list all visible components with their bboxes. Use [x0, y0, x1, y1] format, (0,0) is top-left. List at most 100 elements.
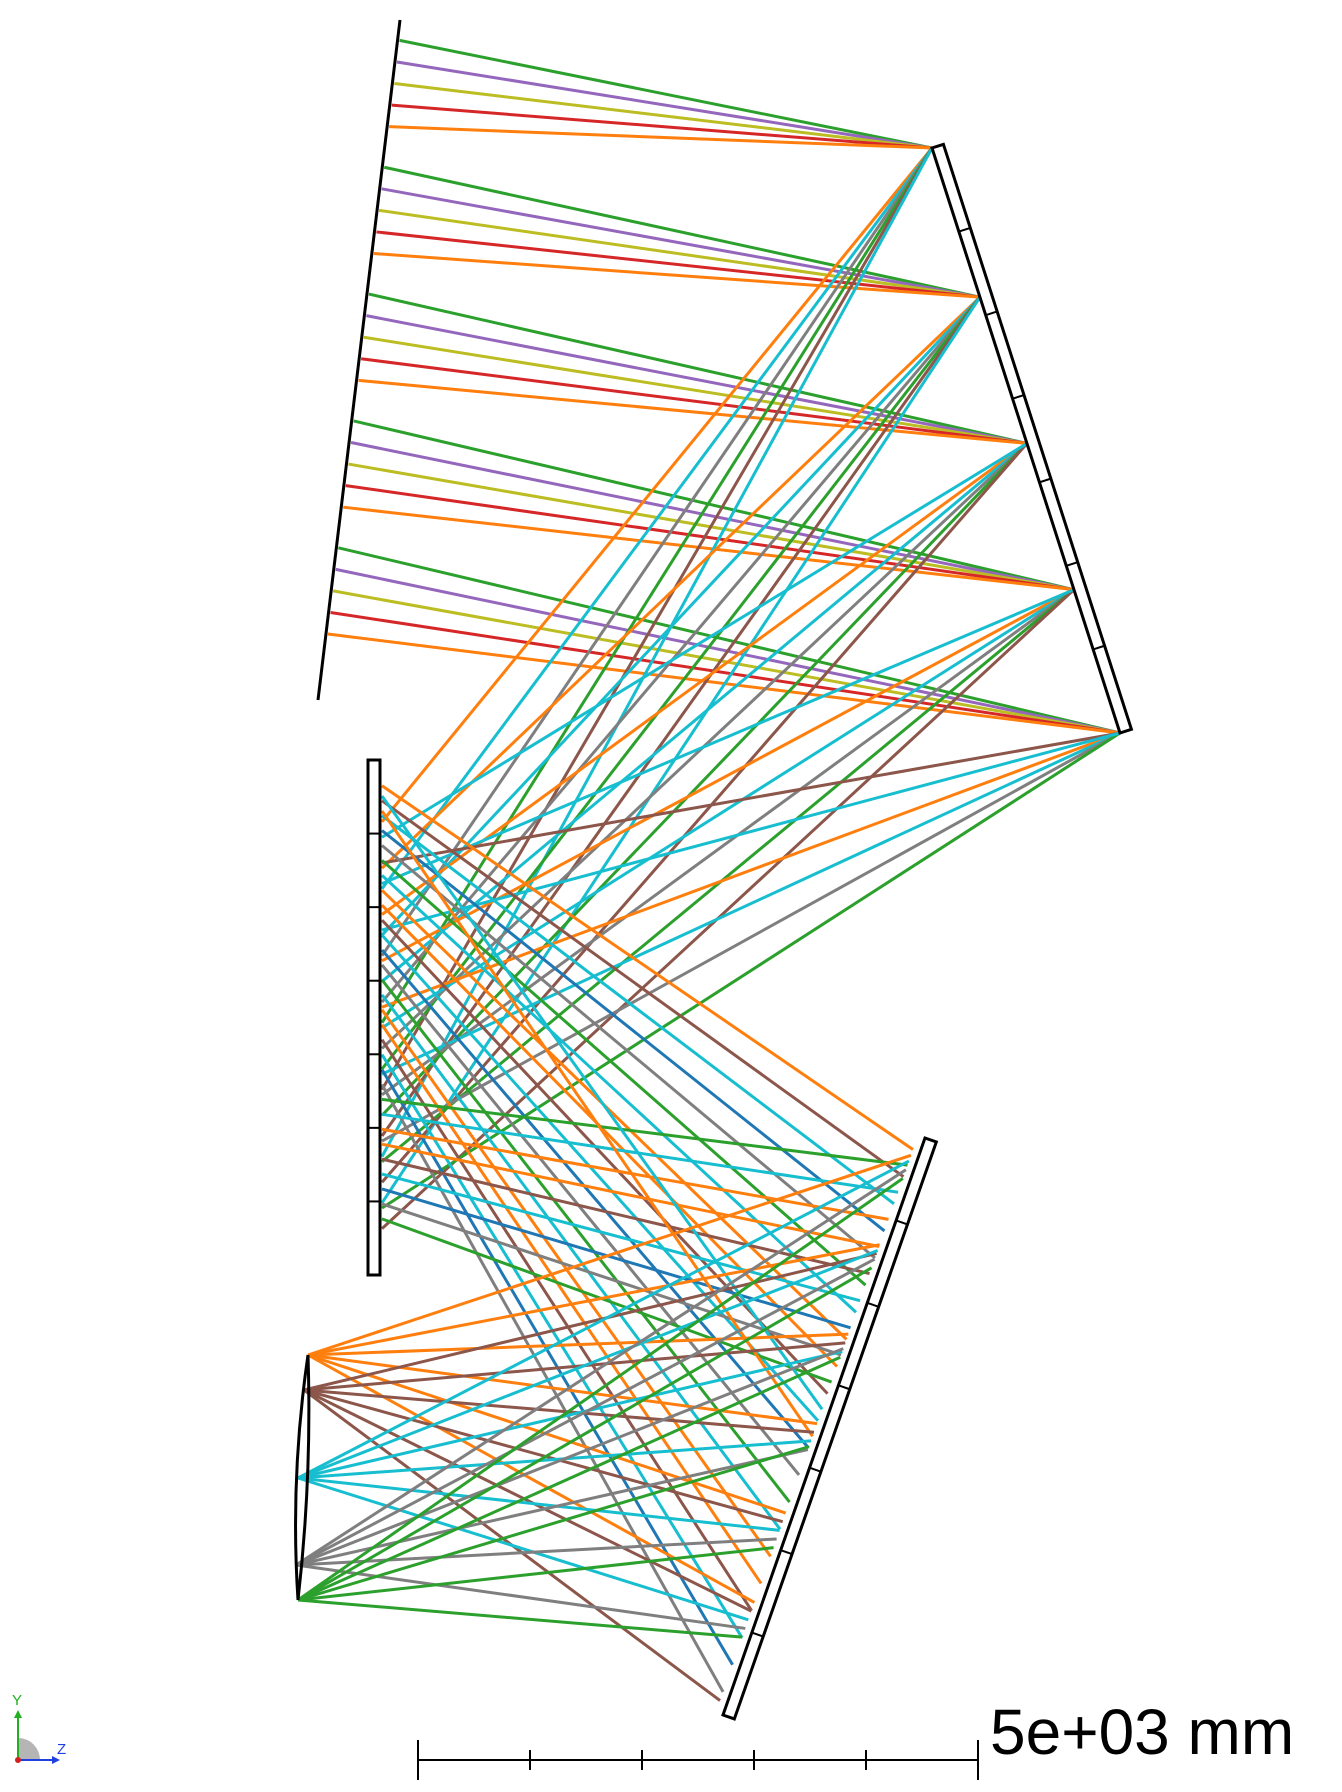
ray [297, 1476, 749, 1622]
ray [380, 296, 981, 870]
tertiary-mirror-segment [838, 1384, 851, 1391]
ray [380, 147, 934, 1091]
tertiary-mirror-segment [866, 1301, 879, 1308]
ray [381, 859, 867, 1287]
ray [381, 442, 1028, 983]
ray [381, 731, 1121, 865]
ray [381, 814, 895, 1205]
ray [381, 187, 981, 299]
fold-mirror-segment [958, 226, 971, 233]
ray [381, 1187, 851, 1330]
ray [353, 419, 1075, 592]
scale-bar [417, 1740, 979, 1780]
ray [381, 1157, 870, 1276]
ray [297, 1159, 910, 1480]
ray [380, 147, 934, 823]
ray [380, 1008, 772, 1558]
ray [380, 874, 858, 1314]
ray [381, 829, 886, 1233]
ray [381, 784, 914, 1151]
ray [381, 731, 1121, 1076]
ray [350, 441, 1075, 592]
ray [381, 731, 1121, 1009]
ray [330, 610, 1121, 735]
ray [381, 731, 1121, 1210]
tertiary-mirror-segment [895, 1219, 908, 1226]
ray [380, 1038, 753, 1612]
ray [338, 546, 1121, 735]
ray [380, 296, 982, 1004]
ray [380, 442, 1029, 1184]
ray [381, 1142, 880, 1248]
ray [297, 1546, 774, 1602]
ray [343, 505, 1075, 592]
ray [380, 296, 982, 1070]
axis-y-label: Y [12, 1692, 23, 1709]
ray [380, 296, 982, 1137]
ray [396, 60, 933, 150]
ray [383, 165, 981, 299]
ray [366, 314, 1028, 445]
fold-mirror-segment [1092, 644, 1105, 651]
ray [303, 1388, 784, 1524]
optical-surfaces [294, 19, 1134, 1721]
ray [295, 1448, 809, 1567]
ray [380, 949, 810, 1449]
axis-y-arrow [14, 1710, 22, 1718]
ray [381, 1127, 889, 1221]
ray [380, 978, 791, 1504]
ray [380, 296, 982, 1204]
ray [368, 292, 1028, 445]
ray [295, 1563, 746, 1630]
ray [381, 1097, 908, 1167]
ray [381, 588, 1075, 1096]
ray [295, 1347, 844, 1567]
tertiary-mirror [721, 1136, 939, 1721]
ray [381, 588, 1075, 885]
ray [394, 82, 933, 150]
tertiary-mirror-segment [809, 1466, 822, 1473]
ray [380, 993, 782, 1531]
tertiary-mirror-segment [751, 1631, 764, 1638]
ray [391, 103, 933, 150]
ray [381, 442, 1028, 839]
ray [380, 147, 934, 890]
ray [307, 1153, 912, 1357]
ray [297, 1350, 843, 1480]
ray [295, 1257, 876, 1567]
ray [303, 1388, 753, 1613]
ray [295, 1537, 777, 1567]
ray [307, 1353, 818, 1426]
flat-mirror [366, 758, 382, 1277]
axis-z-label: Z [57, 1741, 67, 1758]
ray [380, 147, 934, 1158]
ray [297, 1177, 904, 1602]
ray [380, 147, 934, 1024]
fold-mirror-segment [1065, 561, 1079, 567]
ray [378, 208, 981, 299]
ray [380, 889, 848, 1341]
ray [380, 147, 934, 957]
ray [381, 1172, 861, 1303]
ray [389, 125, 933, 150]
ray [380, 904, 839, 1368]
ray [381, 799, 905, 1178]
ray [297, 1266, 873, 1602]
ray [380, 296, 982, 937]
ray [297, 1355, 841, 1602]
ray [376, 230, 981, 299]
axis-triad-shading [18, 1738, 40, 1760]
ray [381, 442, 1028, 916]
ray [380, 964, 801, 1476]
ray [381, 588, 1075, 1163]
fold-mirror-segment [1012, 394, 1025, 400]
ray [297, 1445, 810, 1602]
focal-mirror-back [296, 1354, 311, 1601]
ray [303, 1388, 815, 1434]
axis-triad [14, 1710, 60, 1764]
ray [380, 810, 814, 1438]
ray [363, 335, 1028, 445]
ray [307, 1332, 849, 1357]
fold-mirror-segment [1039, 477, 1052, 484]
